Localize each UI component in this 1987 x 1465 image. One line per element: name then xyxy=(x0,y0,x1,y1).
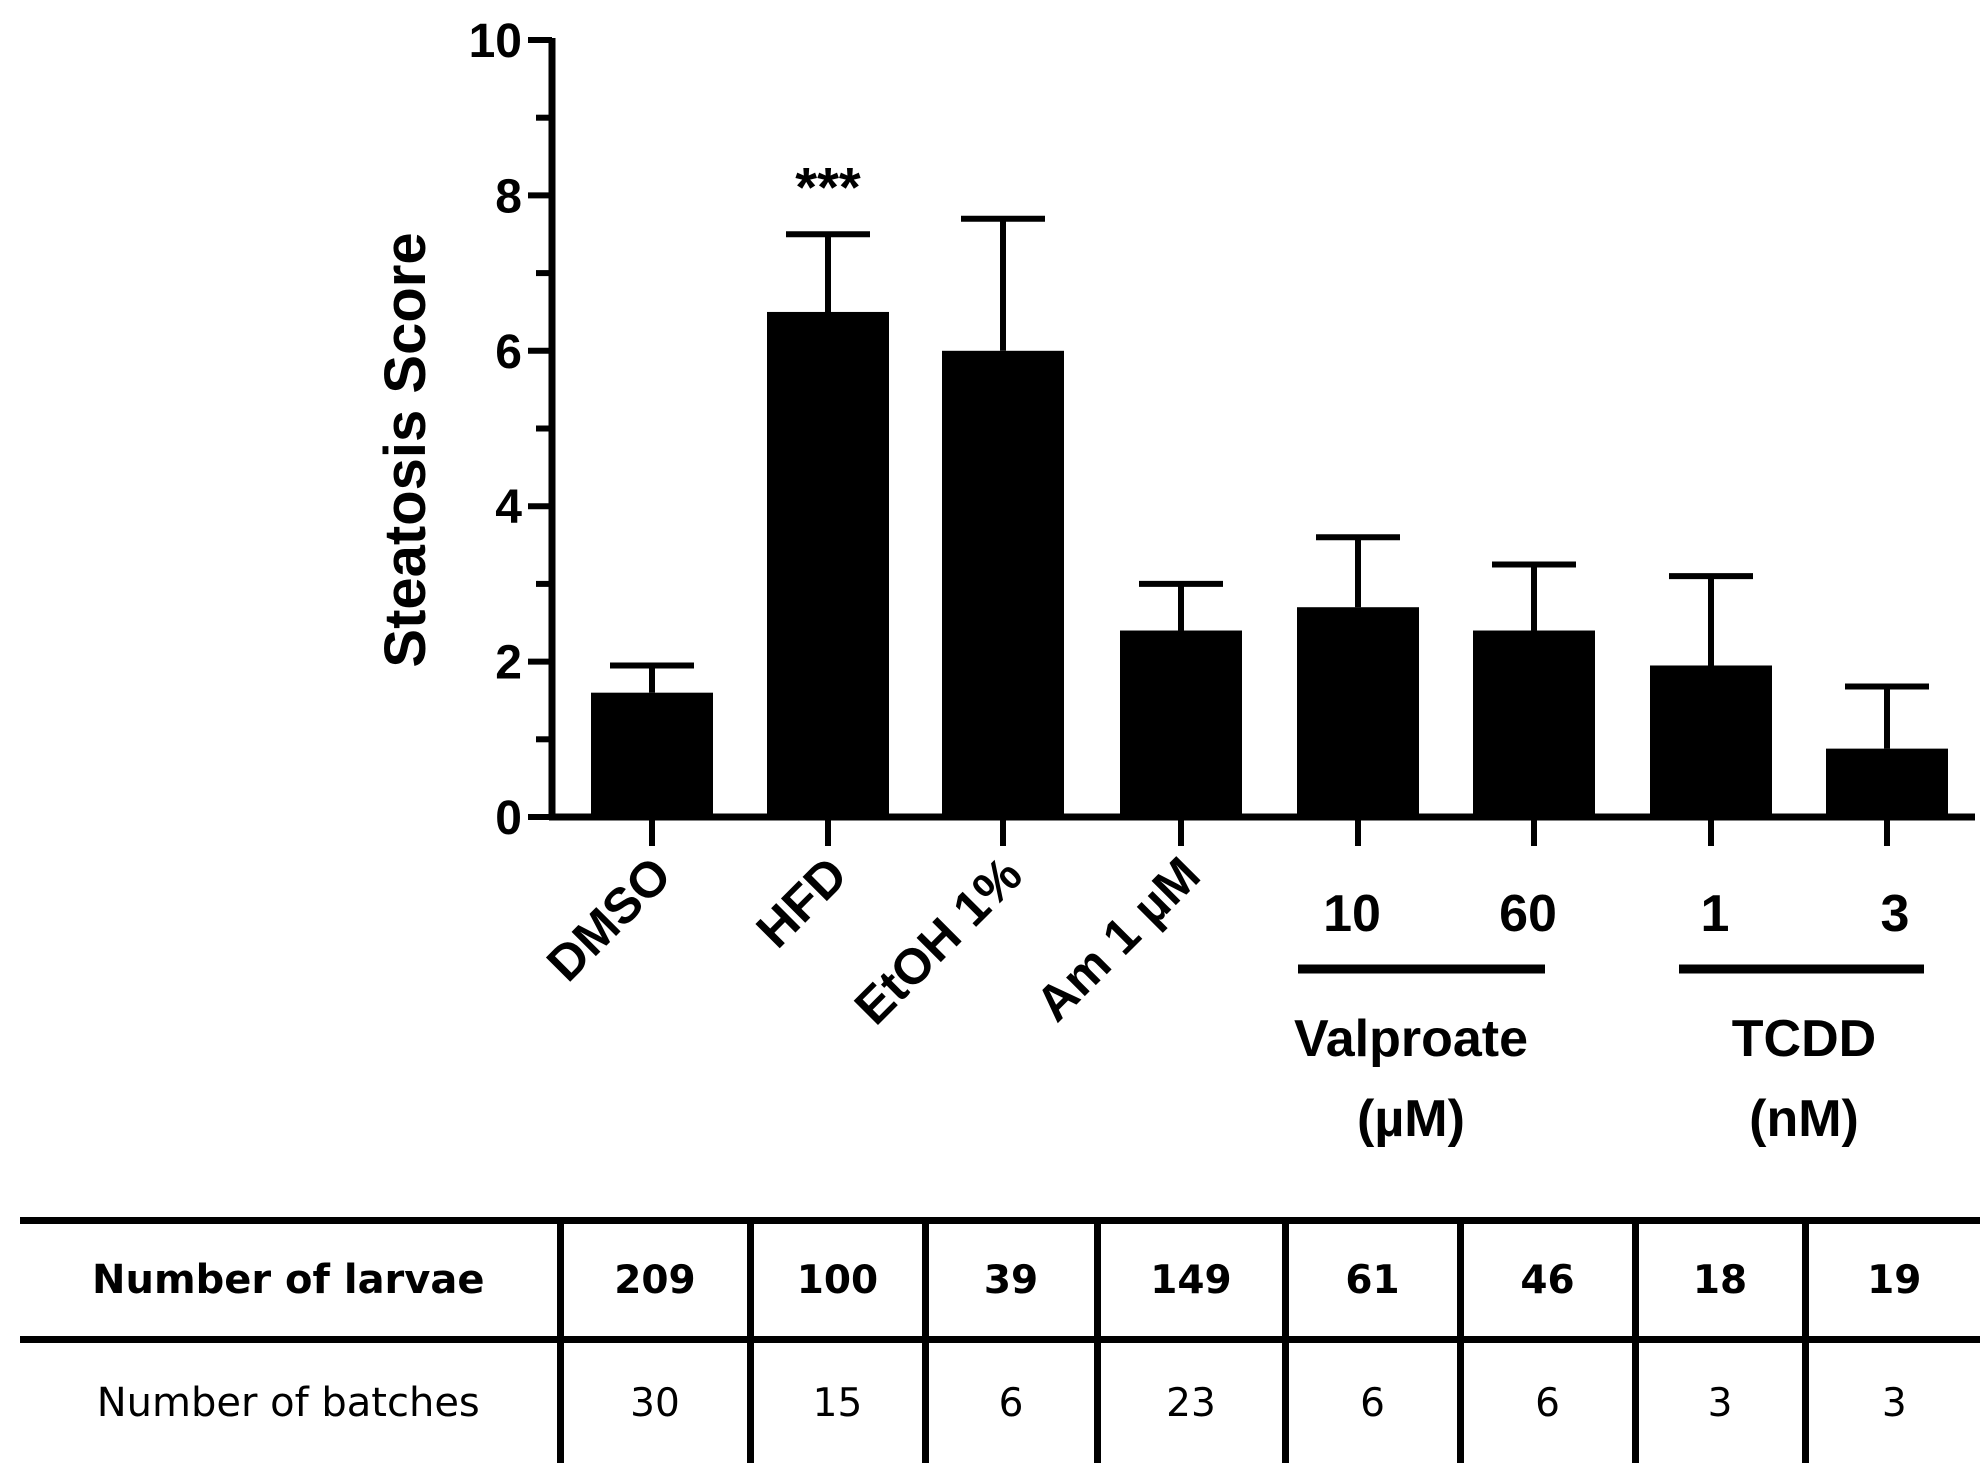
x-tick-label: 3 xyxy=(1881,885,1910,943)
y-axis-label: Steatosis Score xyxy=(373,232,438,667)
y-tick-label: 2 xyxy=(495,637,522,690)
x-tick-label: HFD xyxy=(746,846,858,958)
y-tick-label: 8 xyxy=(495,170,522,223)
table-cell: 19 xyxy=(1801,1217,1980,1343)
table-row: Number of larvae 209 100 39 149 61 46 18 19 xyxy=(20,1217,1980,1343)
x-tick-label: 1 xyxy=(1701,885,1730,943)
y-tick-label: 4 xyxy=(495,481,522,534)
table-cell: 46 xyxy=(1456,1217,1635,1343)
bar xyxy=(1120,630,1242,817)
y-tick-label: 0 xyxy=(495,792,522,845)
table-cell: 149 xyxy=(1093,1217,1285,1343)
table-cell: 6 xyxy=(921,1339,1097,1463)
x-tick-label: DMSO xyxy=(536,846,682,992)
table-cell: 100 xyxy=(746,1217,925,1343)
table-cell: 209 xyxy=(556,1217,750,1343)
table-cell: 3 xyxy=(1631,1339,1805,1463)
group-unit: (µM) xyxy=(1357,1090,1465,1148)
bar xyxy=(591,692,713,817)
table-cell: 15 xyxy=(746,1339,925,1463)
group-unit: (nM) xyxy=(1749,1090,1859,1148)
bar xyxy=(1650,665,1772,817)
y-tick-label: 10 xyxy=(469,15,522,68)
sample-size-table: Number of larvae 209 100 39 149 61 46 18 19 Numbe… xyxy=(20,1217,1980,1463)
x-tick-label: 60 xyxy=(1499,885,1557,943)
bar xyxy=(942,350,1064,817)
bar xyxy=(767,311,889,817)
table-row: Number of batches 30 15 6 23 6 6 3 3 xyxy=(20,1339,1980,1463)
group-name: TCDD xyxy=(1732,1010,1876,1068)
bar xyxy=(1297,607,1419,817)
table-cell: 3 xyxy=(1801,1339,1980,1463)
table-cell: 39 xyxy=(921,1217,1097,1343)
group-name: Valproate xyxy=(1294,1010,1528,1068)
bar xyxy=(1473,630,1595,817)
table-cell: 6 xyxy=(1281,1339,1460,1463)
x-tick-label: EtOH 1% xyxy=(844,846,1033,1035)
bar xyxy=(1826,748,1948,817)
table-cell: 23 xyxy=(1093,1339,1285,1463)
significance-marker: *** xyxy=(795,155,861,218)
table-cell: 18 xyxy=(1631,1217,1805,1343)
row-header: Number of batches xyxy=(96,1380,480,1426)
table-cell: 30 xyxy=(556,1339,750,1463)
table-cell: 61 xyxy=(1281,1217,1460,1343)
x-tick-label: 10 xyxy=(1323,885,1381,943)
y-tick-label: 6 xyxy=(495,326,522,379)
table-cell: 6 xyxy=(1456,1339,1635,1463)
row-header: Number of larvae xyxy=(20,1217,560,1343)
x-tick-label: Am 1 µM xyxy=(1025,846,1211,1032)
